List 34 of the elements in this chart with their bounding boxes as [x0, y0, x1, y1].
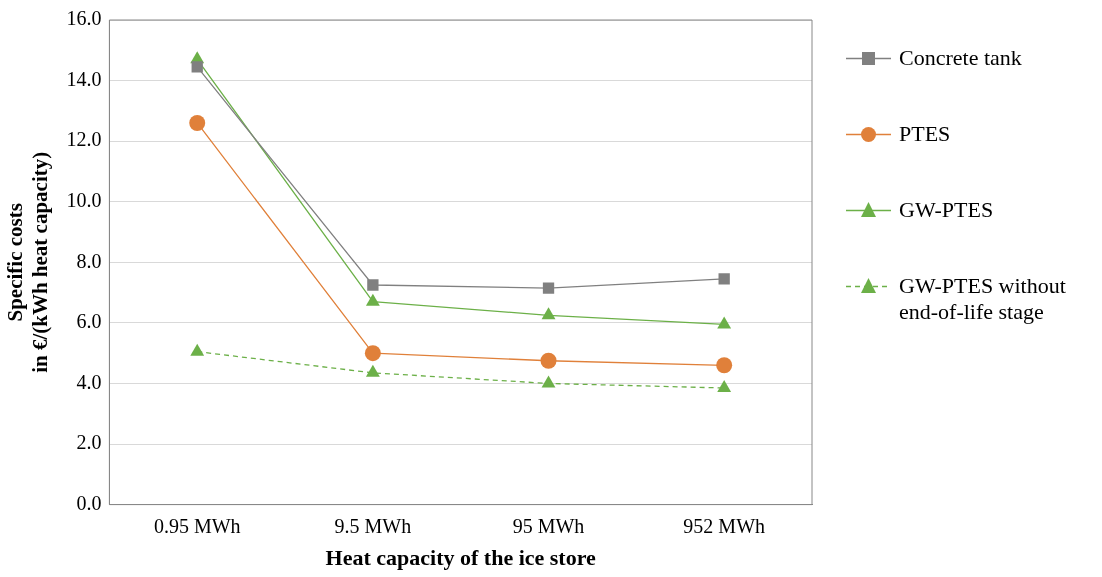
legend-label: Concrete tank	[899, 45, 1022, 71]
y-tick-label: 2.0	[76, 431, 102, 454]
x-axis-title: Heat capacity of the ice store	[325, 545, 597, 571]
x-tick-label: 952 MWh	[683, 514, 766, 537]
point	[364, 345, 381, 362]
point	[718, 273, 730, 285]
y-tick-label: 12.0	[66, 128, 102, 151]
legend-label: GW-PTES without end-of-life stage	[899, 273, 1067, 325]
y-tick-label: 4.0	[76, 370, 102, 393]
point	[541, 375, 556, 388]
point	[540, 352, 557, 369]
point	[367, 279, 379, 291]
y-tick-label: 16.0	[66, 7, 102, 30]
y-tick-label: 8.0	[76, 249, 102, 272]
y-tick-label: 6.0	[76, 310, 102, 333]
y-tick-label: 10.0	[66, 188, 102, 211]
point	[365, 293, 380, 306]
y-tick-label: 0.0	[76, 491, 102, 514]
y-axis-title: Specific costs in €/(kWh heat capacity)	[3, 151, 53, 373]
point	[717, 316, 732, 329]
point	[542, 282, 555, 294]
point	[191, 61, 203, 73]
point	[717, 379, 732, 392]
point	[716, 357, 733, 374]
point	[190, 343, 205, 356]
point	[365, 364, 380, 377]
x-tick-label: 9.5 MWh	[334, 514, 412, 537]
y-tick-label: 14.0	[66, 67, 102, 90]
point	[189, 114, 206, 131]
legend-label: GW-PTES	[899, 197, 994, 223]
x-tick-label: 0.95 MWh	[153, 514, 241, 537]
x-tick-label: 95 MWh	[512, 514, 585, 537]
legend-label: PTES	[899, 121, 951, 147]
point	[541, 307, 556, 320]
